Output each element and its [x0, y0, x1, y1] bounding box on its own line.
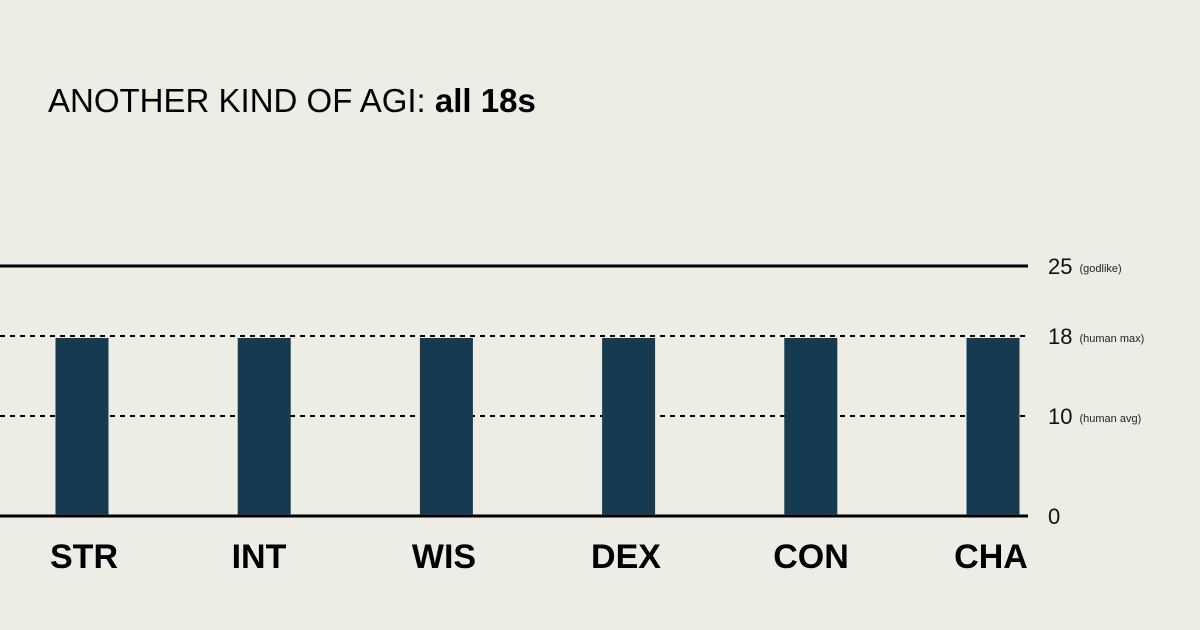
reference-label-25: 25 (godlike): [1048, 254, 1122, 279]
bar-wis: [419, 338, 473, 515]
category-labels: STR INT WIS DEX CON CHA: [50, 538, 1028, 576]
chart-title: ANOTHER KIND OF AGI: all 18s: [48, 82, 536, 119]
category-label-cha: CHA: [954, 538, 1028, 576]
bar-con: [784, 338, 838, 515]
reference-label-18: 18 (human max): [1048, 324, 1144, 349]
bar-cha: [966, 338, 1020, 515]
bar-str: [55, 338, 109, 515]
category-label-int: INT: [232, 538, 287, 576]
reference-note: (godlike): [1079, 263, 1121, 275]
bar-int: [237, 338, 291, 515]
reference-value: 18: [1048, 324, 1072, 349]
chart-title-emphasis: all 18s: [435, 82, 536, 119]
reference-value: 0: [1048, 504, 1060, 529]
reference-value: 25: [1048, 254, 1072, 279]
bars: [55, 338, 1020, 515]
reference-note: (human avg): [1079, 413, 1141, 425]
category-label-wis: WIS: [412, 538, 476, 576]
reference-label-0: 0: [1048, 504, 1060, 529]
category-label-str: STR: [50, 538, 118, 576]
reference-label-10: 10 (human avg): [1048, 404, 1141, 429]
reference-labels: 25 (godlike) 18 (human max) 10 (human avg) 0: [1048, 254, 1144, 529]
reference-lines: [0, 264, 1028, 518]
reference-value: 10: [1048, 404, 1072, 429]
chart-title-prefix: ANOTHER KIND OF AGI:: [48, 82, 435, 119]
reference-note: (human max): [1079, 333, 1144, 345]
category-label-con: CON: [773, 538, 849, 576]
bar-dex: [602, 338, 656, 515]
category-label-dex: DEX: [591, 538, 661, 576]
